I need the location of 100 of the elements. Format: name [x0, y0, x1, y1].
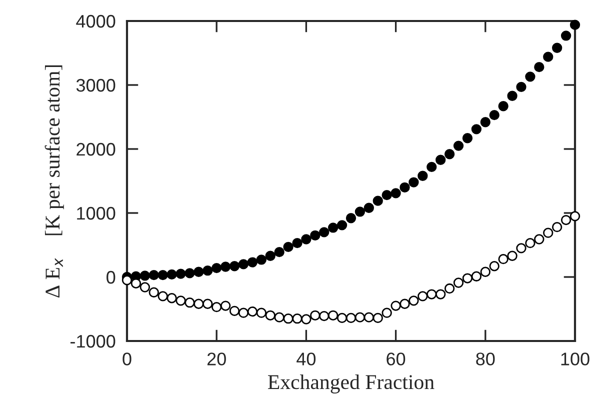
- point: [354, 312, 366, 322]
- point: [274, 312, 284, 322]
- point: [382, 190, 392, 200]
- point: [552, 42, 562, 53]
- point: [552, 222, 562, 232]
- point: [158, 291, 168, 302]
- x-axis-title: Exchanged Fraction: [268, 374, 434, 394]
- point: [122, 275, 132, 286]
- point: [507, 90, 518, 101]
- point: [212, 262, 222, 274]
- y-tick-label: 1000: [77, 206, 116, 220]
- point: [194, 298, 204, 309]
- point: [256, 254, 266, 265]
- point: [462, 273, 473, 284]
- point: [130, 278, 142, 288]
- point: [354, 206, 366, 217]
- point: [301, 314, 312, 324]
- point: [525, 72, 536, 82]
- point: [238, 308, 249, 318]
- point: [444, 149, 455, 160]
- point: [274, 246, 284, 258]
- x-tick-label: 80: [476, 352, 495, 366]
- point: [176, 268, 186, 279]
- point: [372, 196, 383, 206]
- point: [382, 308, 392, 318]
- point: [534, 62, 544, 72]
- point: [418, 170, 428, 181]
- point: [346, 213, 356, 224]
- point: [436, 154, 446, 165]
- text: Δ E$_{x}$ [K per surface atom]: [44, 65, 64, 298]
- y-tick-label: 4000: [76, 14, 116, 28]
- point: [176, 296, 186, 306]
- point: [238, 259, 249, 270]
- y-tick-label: 3000: [76, 78, 116, 92]
- point: [480, 117, 490, 128]
- point: [408, 296, 419, 306]
- point: [283, 314, 294, 324]
- point: [319, 310, 330, 322]
- point: [444, 283, 455, 294]
- point: [507, 250, 518, 261]
- point: [453, 278, 464, 288]
- point: [310, 310, 320, 320]
- point: [480, 266, 490, 277]
- point: [426, 289, 437, 300]
- point: [265, 250, 276, 261]
- point: [158, 270, 168, 280]
- point: [543, 228, 554, 238]
- point: [256, 308, 266, 318]
- point: [436, 289, 446, 300]
- x-tick-label: 0: [122, 352, 132, 366]
- point: [292, 238, 302, 248]
- point: [400, 298, 410, 309]
- point: [336, 312, 348, 324]
- point: [471, 124, 482, 134]
- point: [319, 227, 330, 238]
- point: [560, 214, 572, 226]
- point: [166, 269, 177, 280]
- point: [364, 312, 374, 322]
- x-tick-label: 40: [296, 352, 316, 366]
- point: [516, 82, 526, 92]
- point: [346, 312, 356, 324]
- point: [390, 300, 401, 311]
- point: [140, 270, 150, 281]
- y-tick-label: -1000: [70, 334, 116, 348]
- x-tick-label: 20: [207, 352, 226, 366]
- x-tick-label: 100: [561, 352, 590, 366]
- point: [194, 266, 204, 277]
- point: [418, 291, 428, 302]
- point: [292, 314, 302, 324]
- point: [426, 162, 437, 172]
- point: [453, 140, 464, 151]
- point: [301, 234, 312, 244]
- point: [328, 310, 338, 320]
- point: [184, 298, 195, 308]
- point: [202, 298, 213, 309]
- point: [498, 254, 508, 264]
- point: [560, 30, 572, 41]
- point: [471, 271, 482, 282]
- point: [148, 270, 159, 280]
- point: [400, 182, 410, 192]
- point: [229, 261, 240, 272]
- point: [283, 242, 294, 252]
- point: [372, 312, 383, 324]
- point: [148, 287, 159, 298]
- point: [390, 188, 401, 198]
- point: [310, 230, 320, 240]
- y-tick-label: 0: [106, 270, 116, 284]
- point: [212, 302, 222, 312]
- point: [543, 52, 554, 62]
- point: [525, 238, 536, 248]
- point: [336, 220, 348, 230]
- point: [328, 222, 338, 233]
- point: [570, 211, 580, 222]
- x-tick-label: 60: [386, 352, 406, 366]
- point: [247, 306, 258, 317]
- point: [408, 177, 419, 188]
- point: [247, 257, 258, 268]
- point: [489, 261, 500, 272]
- point: [534, 234, 544, 244]
- point: [220, 300, 231, 311]
